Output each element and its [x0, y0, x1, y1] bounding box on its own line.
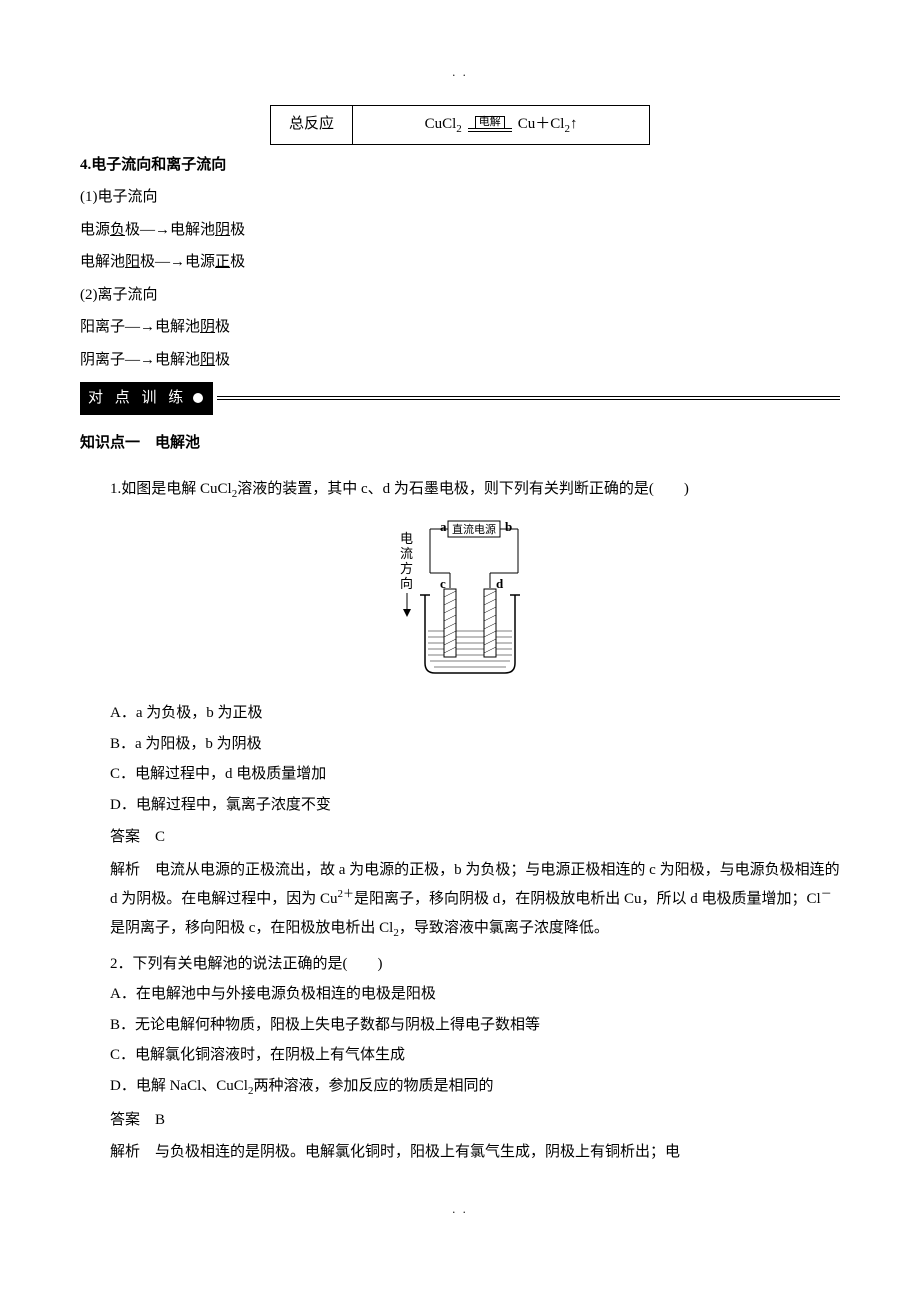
q1-figure: 电 流 方 向 直流电源 a b c d	[80, 513, 840, 694]
reaction-equation: CuCl2 电解 Cu＋Cl2↑	[353, 105, 650, 144]
banner-text: 对 点 训 练	[88, 384, 187, 413]
header-dots: . .	[80, 60, 840, 85]
electrolysis-arrow: 电解	[468, 116, 512, 133]
section-banner: 对 点 训 练	[80, 382, 213, 415]
reaction-rhs-a: Cu＋Cl	[518, 116, 565, 132]
q1-optD: D．电解过程中，氯离子浓度不变	[110, 791, 840, 820]
svg-text:向: 向	[400, 576, 413, 591]
q1-optA: A．a 为负极，b 为正极	[110, 699, 840, 728]
fig-d-label: d	[496, 576, 504, 591]
reaction-lhs-sub: 2	[456, 123, 462, 135]
q2-optA: A．在电解池中与外接电源负极相连的电极是阳极	[110, 980, 840, 1009]
q1-optB: B．a 为阳极，b 为阴极	[110, 730, 840, 759]
sec4-p1-line1: 电源负极―→电解池阴极	[80, 216, 840, 245]
reaction-table: 总反应 CuCl2 电解 Cu＋Cl2↑	[270, 105, 650, 145]
fig-a-label: a	[440, 519, 447, 534]
sec4-p1-label: (1)电子流向	[80, 183, 840, 212]
banner-line	[217, 395, 840, 401]
fig-box-label: 直流电源	[452, 522, 496, 536]
fig-b-label: b	[505, 519, 512, 534]
sec4-p2-line2: 阴离子―→电解池阳极	[80, 346, 840, 375]
sec4-p2-label: (2)离子流向	[80, 281, 840, 310]
q2-answer: 答案 B	[110, 1106, 840, 1135]
q2-stem: 2．下列有关电解池的说法正确的是( )	[110, 950, 840, 979]
fig-side-label: 电	[400, 531, 413, 546]
knowledge-point-title: 知识点一 电解池	[80, 429, 840, 458]
q1-optC: C．电解过程中，d 电极质量增加	[110, 760, 840, 789]
svg-text:方: 方	[400, 561, 413, 576]
section-banner-row: 对 点 训 练	[80, 382, 840, 415]
reaction-rhs-tail: ↑	[570, 116, 578, 132]
q2-optD: D．电解 NaCl、CuCl2两种溶液，参加反应的物质是相同的	[110, 1072, 840, 1102]
q2-optC: C．电解氯化铜溶液时，在阴极上有气体生成	[110, 1041, 840, 1070]
q2-optB: B．无论电解何种物质，阳极上失电子数都与阴极上得电子数相等	[110, 1011, 840, 1040]
footer-dots: . .	[80, 1197, 840, 1222]
reaction-lhs: CuCl	[425, 116, 457, 132]
reaction-label: 总反应	[270, 105, 352, 144]
q2-explanation: 解析 与负极相连的是阴极。电解氯化铜时，阳极上有氯气生成，阴极上有铜析出；电	[110, 1138, 840, 1167]
q1-answer: 答案 C	[110, 823, 840, 852]
sec4-p1-line2: 电解池阳极―→电源正极	[80, 248, 840, 277]
banner-dot-icon	[193, 393, 203, 403]
section-4-title: 4.电子流向和离子流向	[80, 151, 840, 180]
svg-text:流: 流	[400, 546, 413, 561]
sec4-p2-line1: 阳离子―→电解池阴极	[80, 313, 840, 342]
q1-explanation: 解析 电流从电源的正极流出，故 a 为电源的正极，b 为负极；与电源正极相连的 …	[110, 856, 840, 944]
q1-stem: 1.如图是电解 CuCl2溶液的装置，其中 c、d 为石墨电极，则下列有关判断正…	[80, 475, 840, 505]
